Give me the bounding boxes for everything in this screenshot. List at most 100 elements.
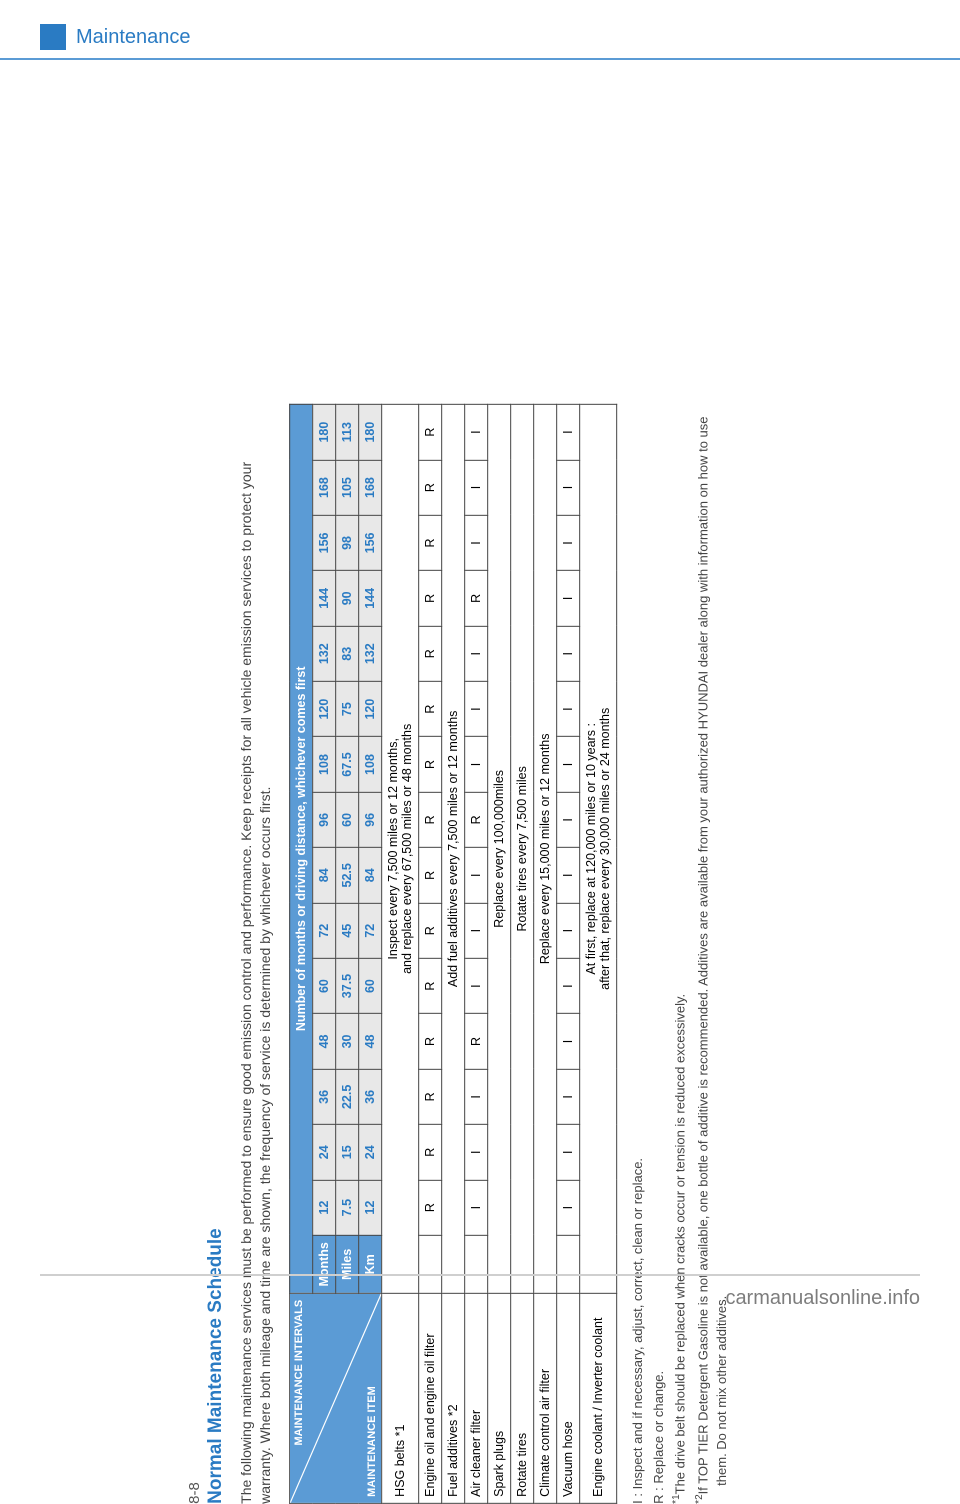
span-cell: Replace every 15,000 miles or 12 months (533, 404, 556, 1293)
table-row: Climate control air filterReplace every … (533, 404, 556, 1503)
interval-value: 60 (335, 792, 358, 847)
item-cell: Rotate tires (510, 1293, 533, 1503)
legend: I : Inspect and if necessary, adjust, co… (629, 404, 732, 1504)
value-cell: I (464, 1069, 487, 1124)
value-cell: I (556, 1125, 579, 1180)
value-cell: I (556, 626, 579, 681)
interval-value: 96 (312, 792, 335, 847)
blank-cell (464, 1235, 487, 1293)
item-cell: Air cleaner filter (464, 1293, 487, 1503)
interval-value: 168 (312, 460, 335, 515)
interval-value: 144 (312, 571, 335, 626)
blank-cell (556, 1235, 579, 1293)
legend-replace: R : Replace or change. (650, 404, 669, 1504)
intro-paragraph: The following maintenance services must … (237, 404, 275, 1504)
value-cell: I (464, 848, 487, 903)
footer-watermark: carmanualsonline.info (725, 1287, 920, 1310)
span-cell: Add fuel additives every 7,500 miles or … (441, 404, 464, 1293)
value-cell: R (418, 404, 441, 460)
value-cell: I (556, 903, 579, 958)
value-cell: I (556, 681, 579, 736)
value-cell: R (418, 626, 441, 681)
interval-value: 105 (335, 460, 358, 515)
interval-value: 15 (335, 1125, 358, 1180)
item-cell: Fuel additives *2 (441, 1293, 464, 1503)
value-cell: I (556, 1180, 579, 1235)
interval-value: 83 (335, 626, 358, 681)
value-cell: R (418, 792, 441, 847)
value-cell: R (464, 792, 487, 847)
unit-label: Months (312, 1235, 335, 1293)
interval-value: 48 (312, 1014, 335, 1069)
value-cell: I (464, 1180, 487, 1235)
interval-value: 120 (358, 681, 381, 736)
value-cell: I (556, 515, 579, 570)
span-cell: At first, replace at 120,000 miles or 10… (579, 404, 616, 1293)
legend-note-2: *2If TOP TIER Detergent Gasoline is not … (693, 404, 732, 1504)
interval-value: 113 (335, 404, 358, 460)
item-cell: Vacuum hose (556, 1293, 579, 1503)
diag-top-label: MAINTENANCE INTERVALS (293, 1300, 305, 1446)
value-cell: R (418, 1180, 441, 1235)
legend-inspect: I : Inspect and if necessary, adjust, co… (629, 404, 648, 1504)
interval-value: 90 (335, 571, 358, 626)
page-number: 8-8 (186, 404, 203, 1504)
table-row: Engine oil and engine oil filterRRRRRRRR… (418, 404, 441, 1503)
span-header: Number of months or driving distance, wh… (289, 404, 312, 1293)
legend-note-1: *1The drive belt should be replaced when… (671, 404, 691, 1504)
value-cell: I (464, 404, 487, 460)
chapter-title: Maintenance (76, 26, 191, 49)
value-cell: I (464, 958, 487, 1013)
table-row: Air cleaner filterIIIRIIIRIIIRIII (464, 404, 487, 1503)
value-cell: I (464, 515, 487, 570)
value-cell: R (418, 903, 441, 958)
interval-value: 12 (358, 1180, 381, 1235)
interval-value: 60 (312, 958, 335, 1013)
interval-value: 108 (312, 737, 335, 792)
value-cell: I (464, 903, 487, 958)
interval-value: 132 (312, 626, 335, 681)
page-header: Maintenance (0, 0, 960, 60)
interval-value: 37.5 (335, 958, 358, 1013)
item-cell: Spark plugs (487, 1293, 510, 1503)
interval-value: 45 (335, 903, 358, 958)
interval-value: 36 (312, 1069, 335, 1124)
value-cell: I (556, 958, 579, 1013)
item-cell: Engine coolant / Inverter coolant (579, 1293, 616, 1503)
blank-cell (418, 1235, 441, 1293)
diag-bottom-label: MAINTENANCE ITEM (366, 1386, 378, 1497)
interval-value: 180 (358, 404, 381, 460)
value-cell: I (464, 681, 487, 736)
interval-value: 75 (335, 681, 358, 736)
interval-value: 98 (335, 515, 358, 570)
value-cell: R (464, 571, 487, 626)
value-cell: I (464, 626, 487, 681)
value-cell: R (418, 1125, 441, 1180)
span-cell: Inspect every 7,500 miles or 12 months, … (381, 404, 418, 1293)
interval-value: 24 (358, 1125, 381, 1180)
interval-value: 7.5 (335, 1180, 358, 1235)
span-cell: Rotate tires every 7,500 miles (510, 404, 533, 1293)
interval-value: 67.5 (335, 737, 358, 792)
item-cell: Engine oil and engine oil filter (418, 1293, 441, 1503)
maintenance-table: MAINTENANCE INTERVALS MAINTENANCE ITEM N… (289, 404, 617, 1504)
header-block-icon (40, 24, 66, 50)
interval-value: 22.5 (335, 1069, 358, 1124)
interval-value: 48 (358, 1014, 381, 1069)
value-cell: I (556, 1014, 579, 1069)
value-cell: R (418, 848, 441, 903)
value-cell: I (464, 1125, 487, 1180)
table-row: HSG belts *1Inspect every 7,500 miles or… (381, 404, 418, 1503)
interval-value: 36 (358, 1069, 381, 1124)
interval-value: 24 (312, 1125, 335, 1180)
interval-value: 52.5 (335, 848, 358, 903)
table-row: Fuel additives *2Add fuel additives ever… (441, 404, 464, 1503)
interval-value: 108 (358, 737, 381, 792)
unit-label: Miles (335, 1235, 358, 1293)
value-cell: R (418, 1014, 441, 1069)
interval-value: 30 (335, 1014, 358, 1069)
unit-label: Km (358, 1235, 381, 1293)
span-cell: Replace every 100,000miles (487, 404, 510, 1293)
section-title: Normal Maintenance Schedule (205, 404, 227, 1504)
value-cell: I (556, 848, 579, 903)
